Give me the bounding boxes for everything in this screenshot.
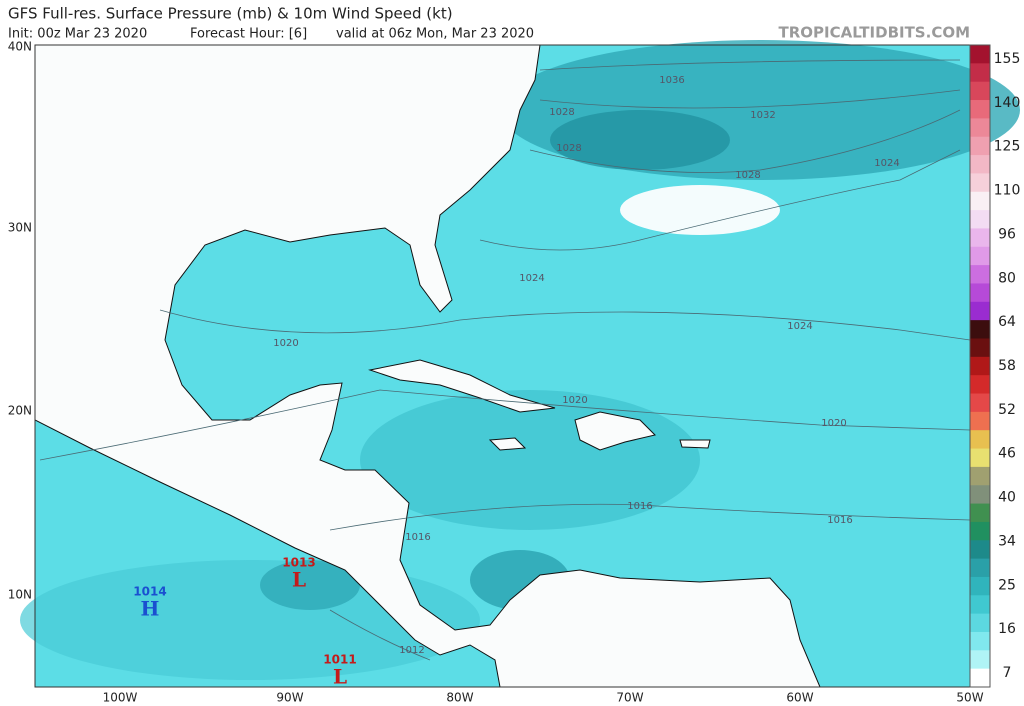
colorbar-swatch: [970, 448, 990, 468]
center-pressure: 1014: [133, 585, 166, 599]
colorbar-swatch: [970, 356, 990, 376]
colorbar-swatch: [970, 320, 990, 339]
wind-core: [550, 110, 730, 170]
colorbar-swatch: [970, 650, 990, 670]
lat-label: 40N: [8, 40, 32, 54]
colorbar-swatch: [970, 503, 990, 523]
isobar-label: 1028: [735, 170, 760, 181]
colorbar-swatch: [970, 301, 990, 321]
forecast-hour: Forecast Hour: [6]: [190, 27, 307, 42]
colorbar-label: 34: [998, 533, 1016, 549]
colorbar-label: 16: [998, 621, 1016, 637]
center-symbol: L: [333, 665, 347, 689]
isobar-label: 1036: [659, 75, 684, 86]
colorbar-swatch: [970, 338, 990, 358]
colorbar-swatch: [970, 246, 990, 266]
colorbar-swatch: [970, 668, 990, 688]
isobar-label: 1032: [750, 110, 775, 121]
valid-time: valid at 06z Mon, Mar 23 2020: [336, 27, 534, 42]
lon-label: 90W: [276, 691, 303, 705]
colorbar-label: 155: [994, 51, 1021, 67]
center-pressure: 1011: [323, 653, 356, 667]
colorbar-swatch: [970, 136, 990, 156]
center-pressure: 1013: [282, 556, 315, 570]
isobar-label: 1016: [405, 532, 430, 543]
colorbar-swatch: [970, 191, 990, 211]
isobar-label: 1024: [874, 158, 899, 169]
colorbar-label: 7: [1003, 665, 1012, 681]
colorbar-swatch: [970, 393, 990, 413]
colorbar-swatch: [970, 631, 990, 651]
lon-label: 80W: [446, 691, 473, 705]
site-name: TROPICALTIDBITS.COM: [779, 24, 971, 42]
calm-area: [620, 185, 780, 235]
wind-core: [260, 560, 360, 610]
isobar-label: 1012: [399, 645, 424, 656]
colorbar-swatch: [970, 595, 990, 615]
colorbar-frame: [969, 44, 991, 688]
center-symbol: H: [141, 597, 160, 621]
lat-label: 20N: [8, 404, 32, 418]
puerto-rico: [679, 439, 711, 449]
init-time: Init: 00z Mar 23 2020: [8, 27, 147, 42]
colorbar-swatch: [970, 173, 990, 193]
lon-label: 50W: [956, 691, 983, 705]
isobar-label: 1028: [549, 107, 574, 118]
colorbar-swatch: [970, 521, 990, 541]
isobar-label: 1016: [827, 515, 852, 526]
colorbar-label: 25: [998, 577, 1016, 593]
lon-label: 60W: [786, 691, 813, 705]
lat-label: 30N: [8, 221, 32, 235]
colorbar-swatch: [970, 613, 990, 633]
center-symbol: L: [292, 568, 306, 592]
hispaniola: [574, 411, 656, 451]
colorbar-label: 110: [994, 183, 1021, 199]
lon-label: 70W: [616, 691, 643, 705]
isobar-label: 1020: [562, 395, 587, 406]
colorbar-swatch: [970, 228, 990, 248]
colorbar-label: 52: [998, 402, 1016, 418]
colorbar-swatch: [970, 265, 990, 284]
colorbar-swatch: [970, 375, 990, 395]
isobar-label: 1016: [627, 501, 652, 512]
colorbar-label: 140: [994, 95, 1021, 111]
isobar-label: 1020: [273, 338, 298, 349]
cuba: [368, 359, 556, 413]
colorbar-swatch: [970, 411, 990, 431]
colorbar-swatch: [970, 558, 990, 578]
lon-label: 100W: [103, 691, 138, 705]
lat-label: 10N: [8, 588, 32, 602]
colorbar-swatch: [970, 210, 990, 229]
isobar-label: 1024: [519, 273, 544, 284]
colorbar-swatch: [970, 63, 990, 83]
isobar-label: 1024: [787, 321, 812, 332]
colorbar-swatch: [970, 466, 990, 486]
colorbar-swatch: [970, 485, 990, 505]
colorbar-label: 58: [998, 358, 1016, 374]
colorbar-label: 80: [998, 270, 1016, 286]
title: GFS Full-res. Surface Pressure (mb) & 10…: [8, 5, 453, 23]
isobar-label: 1020: [821, 418, 846, 429]
colorbar-swatch: [970, 430, 990, 450]
colorbar-label: 125: [994, 139, 1021, 155]
colorbar-label: 40: [998, 490, 1016, 506]
colorbar-swatch: [970, 540, 990, 560]
colorbar-swatch: [970, 155, 990, 174]
colorbar-swatch: [970, 283, 990, 303]
land: [34, 44, 821, 688]
isobars: [39, 59, 971, 661]
colorbar-label: 96: [998, 226, 1016, 242]
isobar-label: 1028: [556, 143, 581, 154]
jamaica: [488, 437, 527, 451]
colorbar-label: 64: [998, 314, 1016, 330]
colorbar-label: 46: [998, 446, 1016, 462]
colorbar-swatch: [970, 118, 990, 138]
colorbar-swatch: [970, 576, 990, 596]
colorbar-swatch: [970, 45, 990, 64]
colorbar-swatch: [970, 100, 990, 119]
colorbar-swatch: [970, 81, 990, 101]
